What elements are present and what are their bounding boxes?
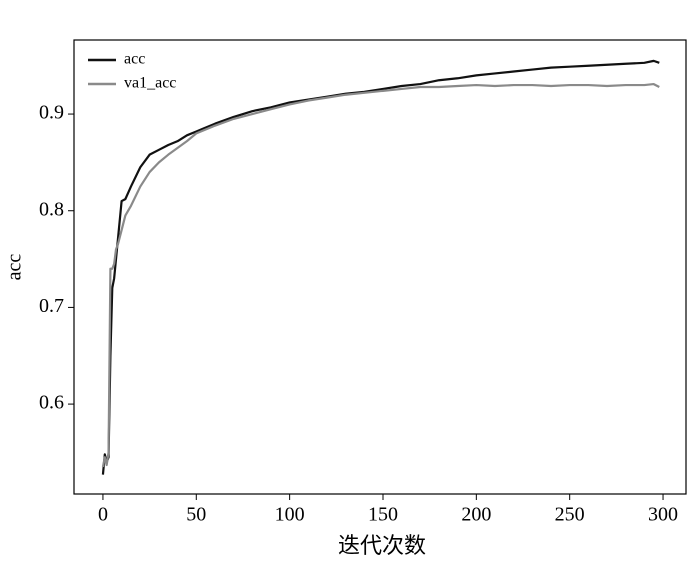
y-tick-label: 0.9 (39, 102, 64, 124)
x-tick-label: 200 (461, 504, 491, 526)
y-axis-label: acc (4, 254, 26, 281)
x-tick-label: 0 (98, 504, 108, 526)
x-tick-label: 300 (648, 504, 678, 526)
x-axis-label: 迭代次数 (338, 533, 426, 558)
data-line (101, 82, 660, 468)
legend-label: va1_acc (124, 75, 176, 92)
x-tick-label: 50 (186, 504, 206, 526)
y-tick-label: 0.8 (39, 198, 64, 220)
plot-frame (73, 39, 687, 495)
x-tick-label: 150 (368, 504, 398, 526)
y-tick-label: 0.7 (39, 295, 64, 317)
x-tick-label: 250 (555, 504, 585, 526)
legend-label: acc (124, 51, 145, 68)
y-tick-label: 0.6 (39, 392, 64, 414)
x-tick-label: 100 (275, 504, 305, 526)
data-line (101, 59, 660, 475)
